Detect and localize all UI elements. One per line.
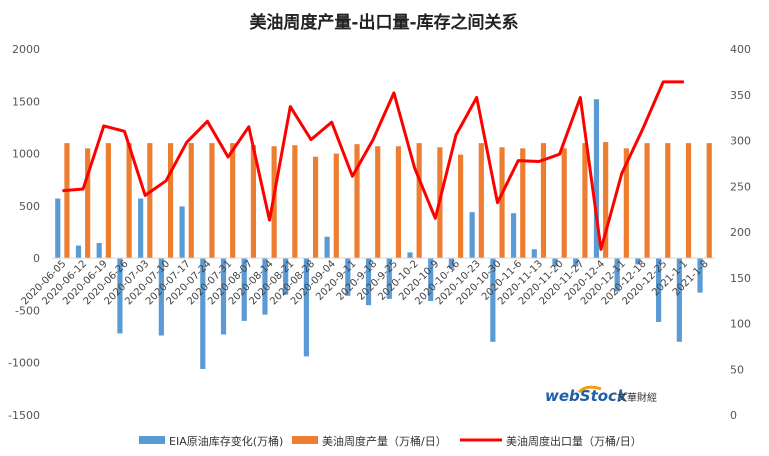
logo-brand: webStock bbox=[545, 387, 628, 405]
logo-chinese: 文華財經 bbox=[617, 391, 657, 404]
bar-inventory bbox=[345, 258, 351, 296]
bar-inventory bbox=[593, 99, 600, 259]
bar-production bbox=[354, 144, 360, 259]
bars-layer bbox=[55, 99, 712, 369]
y-left-tick-label: -500 bbox=[15, 304, 40, 317]
bar-production bbox=[209, 143, 215, 259]
bar-inventory bbox=[531, 249, 537, 259]
legend-label-export: 美油周度出口量（万桶/日） bbox=[506, 434, 642, 448]
bar-production bbox=[520, 148, 526, 259]
bar-inventory bbox=[469, 212, 475, 259]
y-left-tick-label: 1500 bbox=[12, 95, 40, 108]
y-right-tick-label: 50 bbox=[730, 363, 744, 376]
bar-production bbox=[540, 143, 547, 259]
bar-inventory bbox=[697, 258, 703, 293]
chart-title: 美油周度产量-出口量-库存之间关系 bbox=[249, 12, 518, 33]
bar-production bbox=[333, 153, 339, 259]
bar-inventory bbox=[179, 206, 185, 259]
bar-production bbox=[105, 143, 111, 259]
y-left-tick-label: -1000 bbox=[8, 357, 40, 370]
y-right-tick-label: 200 bbox=[730, 226, 751, 239]
legend: EIA原油库存变化(万桶) 美油周度产量（万桶/日） 美油周度出口量（万桶/日） bbox=[139, 434, 642, 448]
y-axis-left: -1500 -1000 -500 0 500 1000 1500 2000 bbox=[8, 43, 40, 422]
bar-inventory bbox=[614, 258, 620, 292]
line-export bbox=[62, 80, 684, 251]
bar-inventory bbox=[552, 258, 558, 267]
bar-production bbox=[167, 143, 174, 259]
bar-inventory bbox=[324, 236, 330, 259]
bar-inventory bbox=[55, 198, 61, 259]
x-axis-ticks: 2020-06-052020-06-122020-06-192020-06-26… bbox=[20, 258, 711, 307]
bar-production bbox=[312, 156, 319, 259]
bar-inventory bbox=[386, 258, 392, 299]
bar-inventory bbox=[283, 258, 289, 295]
bar-inventory bbox=[573, 258, 579, 267]
bar-production bbox=[375, 146, 381, 259]
y-right-tick-label: 350 bbox=[730, 89, 751, 102]
bar-inventory bbox=[656, 258, 662, 322]
bar-production bbox=[478, 143, 484, 259]
bar-inventory bbox=[200, 258, 206, 369]
bar-inventory bbox=[117, 258, 123, 334]
y-left-tick-label: 500 bbox=[19, 200, 40, 213]
webstock-logo: webStock 文華財經 bbox=[543, 385, 661, 409]
bar-production bbox=[458, 154, 464, 259]
y-right-tick-label: 400 bbox=[730, 43, 751, 56]
bar-inventory bbox=[365, 258, 372, 306]
bar-production bbox=[85, 148, 91, 259]
legend-label-inventory: EIA原油库存变化(万桶) bbox=[169, 434, 283, 448]
y-left-tick-label: 0 bbox=[33, 252, 40, 265]
y-right-tick-label: 0 bbox=[730, 409, 737, 422]
legend-swatch-inventory bbox=[139, 436, 165, 444]
y-left-tick-label: 1000 bbox=[12, 148, 40, 161]
y-axis-right: 0 50 100 150 200 250 300 350 400 bbox=[730, 43, 751, 422]
bar-production bbox=[582, 143, 588, 259]
bar-production bbox=[126, 143, 132, 259]
bar-inventory bbox=[407, 252, 413, 259]
bar-production bbox=[64, 143, 70, 259]
bar-inventory bbox=[138, 198, 144, 259]
bar-production bbox=[416, 143, 422, 259]
line-layer bbox=[62, 80, 684, 251]
bar-production bbox=[685, 143, 692, 259]
bar-production bbox=[561, 148, 567, 259]
bar-production bbox=[395, 146, 402, 259]
legend-swatch-production bbox=[292, 436, 318, 444]
bar-inventory bbox=[635, 258, 641, 265]
bar-production bbox=[603, 142, 609, 259]
bar-inventory bbox=[303, 258, 309, 357]
y-right-tick-label: 250 bbox=[730, 180, 751, 193]
bar-production bbox=[499, 147, 505, 259]
legend-label-production: 美油周度产量（万桶/日） bbox=[322, 434, 447, 448]
bar-inventory bbox=[448, 258, 455, 269]
bar-production bbox=[188, 143, 194, 259]
y-right-tick-label: 100 bbox=[730, 318, 751, 331]
bar-production bbox=[230, 143, 236, 259]
bar-inventory bbox=[510, 213, 517, 259]
bar-inventory bbox=[262, 258, 268, 315]
bar-inventory bbox=[96, 242, 102, 259]
bar-inventory bbox=[158, 258, 164, 336]
y-right-tick-label: 300 bbox=[730, 135, 751, 148]
bar-production bbox=[644, 143, 650, 259]
bar-production bbox=[706, 143, 712, 259]
y-left-tick-label: 2000 bbox=[12, 43, 40, 56]
bar-production bbox=[665, 143, 671, 259]
logo-swoosh-icon bbox=[577, 385, 602, 394]
bar-production bbox=[623, 148, 629, 259]
bar-production bbox=[292, 145, 298, 259]
bar-inventory bbox=[428, 258, 434, 302]
bar-inventory bbox=[75, 245, 82, 259]
y-left-tick-label: -1500 bbox=[8, 409, 40, 422]
bar-inventory bbox=[220, 258, 227, 335]
bar-production bbox=[250, 145, 257, 259]
bar-production bbox=[147, 143, 153, 259]
bar-inventory bbox=[490, 258, 496, 342]
y-right-tick-label: 150 bbox=[730, 272, 751, 285]
bar-inventory bbox=[241, 258, 247, 321]
bar-inventory bbox=[676, 258, 682, 342]
